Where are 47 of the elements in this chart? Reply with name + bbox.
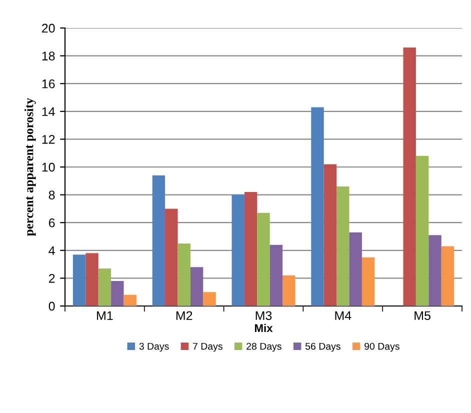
legend-label: 3 Days bbox=[139, 342, 169, 352]
y-tick-label: 20 bbox=[42, 24, 55, 33]
y-tick-label: 14 bbox=[42, 107, 55, 116]
x-tick-label: M5 bbox=[414, 311, 430, 320]
bar bbox=[311, 107, 324, 306]
bar bbox=[190, 267, 204, 306]
bar bbox=[257, 212, 270, 306]
x-tick-label: M1 bbox=[97, 311, 113, 320]
y-tick-label: 12 bbox=[42, 135, 55, 144]
y-tick-label: 18 bbox=[42, 52, 55, 60]
bar bbox=[282, 275, 296, 306]
legend-label: 90 Days bbox=[364, 342, 400, 352]
legend-label: 28 Days bbox=[246, 342, 282, 352]
bar bbox=[416, 156, 429, 306]
bar bbox=[244, 192, 258, 306]
x-tick-label: M3 bbox=[256, 311, 272, 320]
y-axis-title: percent apparent porosity bbox=[24, 98, 36, 236]
y-tick-label: 8 bbox=[48, 190, 55, 200]
x-tick-label: M2 bbox=[176, 311, 192, 320]
bar bbox=[336, 186, 350, 306]
y-tick-label: 0 bbox=[48, 302, 55, 311]
bar bbox=[362, 257, 375, 306]
bar bbox=[428, 235, 442, 306]
bar bbox=[441, 246, 454, 306]
y-tick-label: 10 bbox=[42, 162, 55, 172]
y-tick-label: 16 bbox=[42, 79, 55, 88]
bar bbox=[270, 244, 283, 306]
bar bbox=[349, 232, 362, 306]
bar bbox=[232, 194, 244, 306]
x-axis-title: Mix bbox=[254, 324, 273, 332]
bar bbox=[124, 294, 136, 306]
bar bbox=[111, 280, 124, 306]
bar bbox=[86, 253, 98, 306]
y-tick-label: 2 bbox=[48, 274, 55, 283]
bar bbox=[165, 208, 178, 306]
bar bbox=[72, 254, 86, 306]
bar bbox=[203, 292, 216, 306]
bar bbox=[152, 175, 166, 306]
bar bbox=[324, 164, 337, 306]
legend-label: 7 Days bbox=[193, 342, 222, 352]
bar bbox=[178, 243, 190, 306]
bar bbox=[98, 268, 112, 306]
bar bbox=[403, 47, 416, 306]
y-tick-label: 6 bbox=[48, 218, 55, 228]
legend-label: 56 Days bbox=[305, 342, 340, 352]
x-tick-label: M4 bbox=[335, 311, 352, 320]
y-tick-label: 4 bbox=[48, 246, 55, 255]
